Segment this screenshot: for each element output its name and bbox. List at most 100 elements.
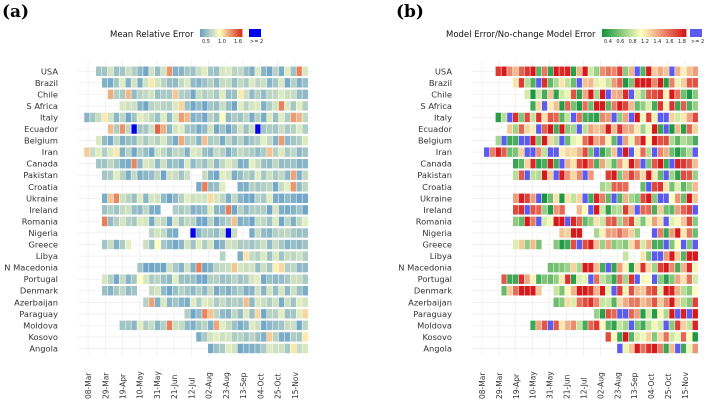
x-tick-label: 12-Jul bbox=[579, 377, 588, 399]
heatmap-cell bbox=[651, 193, 658, 204]
heatmap-cell bbox=[587, 66, 595, 77]
row-label: Romania bbox=[416, 216, 452, 226]
heatmap-cell bbox=[610, 89, 618, 100]
heatmap-cell bbox=[183, 193, 191, 204]
row-label: Portugal bbox=[24, 274, 58, 284]
heatmap-cell bbox=[512, 146, 519, 158]
heatmap-cell bbox=[535, 216, 543, 227]
heatmap-cell bbox=[166, 285, 173, 296]
legend-swatch bbox=[656, 29, 660, 37]
heatmap-cell bbox=[680, 193, 687, 204]
heatmap-cell bbox=[136, 146, 144, 158]
heatmap-cell bbox=[668, 216, 676, 227]
heatmap-cell bbox=[599, 239, 606, 250]
heatmap-cell bbox=[663, 204, 670, 216]
heatmap-cell bbox=[266, 239, 274, 250]
heatmap-cell bbox=[553, 239, 560, 250]
heatmap-cell bbox=[657, 297, 664, 308]
x-tick-label: 23-Aug bbox=[613, 372, 622, 399]
heatmap-cell bbox=[686, 66, 693, 77]
heatmap-cell bbox=[541, 216, 548, 227]
heatmap-cell bbox=[189, 112, 197, 123]
heatmap-cell bbox=[570, 89, 577, 100]
heatmap-cell bbox=[576, 285, 583, 296]
heatmap-cell bbox=[290, 170, 297, 181]
heatmap-cell bbox=[628, 204, 635, 216]
row-label: Greece bbox=[28, 240, 58, 250]
heatmap-cell bbox=[668, 262, 676, 273]
heatmap-cell bbox=[172, 297, 179, 308]
row-label: Paraguay bbox=[413, 309, 452, 319]
heatmap-cell bbox=[207, 158, 215, 169]
heatmap-cell bbox=[278, 343, 285, 354]
heatmap-cell bbox=[272, 204, 279, 216]
heatmap-cell bbox=[634, 297, 641, 308]
heatmap-cell bbox=[564, 158, 572, 169]
heatmap-cell bbox=[290, 193, 297, 204]
heatmap-cell bbox=[260, 227, 268, 239]
heatmap-cell bbox=[657, 100, 664, 112]
heatmap-cell bbox=[272, 308, 279, 320]
heatmap-cell bbox=[130, 123, 138, 135]
legend-swatch bbox=[238, 29, 241, 37]
heatmap-cell bbox=[301, 123, 309, 135]
heatmap-cell bbox=[178, 170, 185, 181]
heatmap-cell bbox=[558, 193, 566, 204]
heatmap-cell bbox=[254, 170, 262, 181]
heatmap-cell bbox=[254, 331, 262, 343]
heatmap-cell bbox=[290, 158, 297, 169]
heatmap-cell bbox=[89, 112, 97, 123]
heatmap-cell bbox=[207, 89, 215, 100]
heatmap-cell bbox=[639, 123, 647, 135]
heatmap-cell bbox=[107, 135, 114, 146]
heatmap-cell bbox=[290, 112, 297, 123]
heatmap-cell bbox=[587, 193, 595, 204]
heatmap-cell bbox=[663, 285, 670, 296]
legend-swatch bbox=[237, 29, 240, 37]
heatmap-cell bbox=[616, 285, 624, 296]
heatmap-cell bbox=[183, 146, 191, 158]
heatmap-cell bbox=[248, 100, 256, 112]
heatmap-cell bbox=[237, 170, 244, 181]
heatmap-cell bbox=[610, 331, 618, 343]
heatmap-cell bbox=[651, 135, 658, 146]
heatmap-cell bbox=[645, 239, 653, 250]
heatmap-cell bbox=[207, 146, 215, 158]
heatmap-cell bbox=[610, 123, 618, 135]
heatmap-cell bbox=[500, 273, 508, 285]
heatmap-cell bbox=[201, 285, 209, 296]
heatmap-cell bbox=[237, 66, 244, 77]
legend-tick-label: 1.8 bbox=[678, 39, 686, 45]
heatmap-cell bbox=[535, 89, 543, 100]
heatmap-cell bbox=[663, 227, 670, 239]
heatmap-cell bbox=[616, 158, 624, 169]
x-tick-label: 10-May bbox=[136, 371, 145, 399]
heatmap-cell bbox=[524, 170, 531, 181]
heatmap-cell bbox=[242, 158, 250, 169]
heatmap-cell bbox=[645, 77, 653, 89]
row-label: Croatia bbox=[28, 182, 58, 192]
heatmap-cell bbox=[125, 170, 132, 181]
heatmap-cell bbox=[225, 170, 232, 181]
heatmap-cell bbox=[564, 100, 572, 112]
legend-swatch bbox=[202, 29, 204, 37]
heatmap-cell bbox=[195, 181, 203, 193]
legend-swatch bbox=[671, 29, 674, 37]
heatmap-cell bbox=[651, 123, 658, 135]
heatmap-cell bbox=[576, 100, 583, 112]
heatmap-cell bbox=[207, 123, 215, 135]
heatmap-cell bbox=[242, 320, 250, 331]
heatmap-cell bbox=[107, 193, 114, 204]
legend-swatch bbox=[236, 29, 239, 37]
heatmap-cell bbox=[284, 262, 291, 273]
heatmap-cell bbox=[605, 308, 612, 320]
x-tick-label: 13-Sep bbox=[630, 372, 639, 399]
heatmap-cell bbox=[183, 112, 191, 123]
heatmap-cell bbox=[166, 112, 173, 123]
heatmap-cell bbox=[518, 273, 525, 285]
heatmap-cell bbox=[225, 66, 232, 77]
heatmap-cell bbox=[587, 89, 595, 100]
heatmap-cell bbox=[231, 123, 238, 135]
heatmap-cell bbox=[254, 239, 262, 250]
heatmap-cell bbox=[290, 285, 297, 296]
